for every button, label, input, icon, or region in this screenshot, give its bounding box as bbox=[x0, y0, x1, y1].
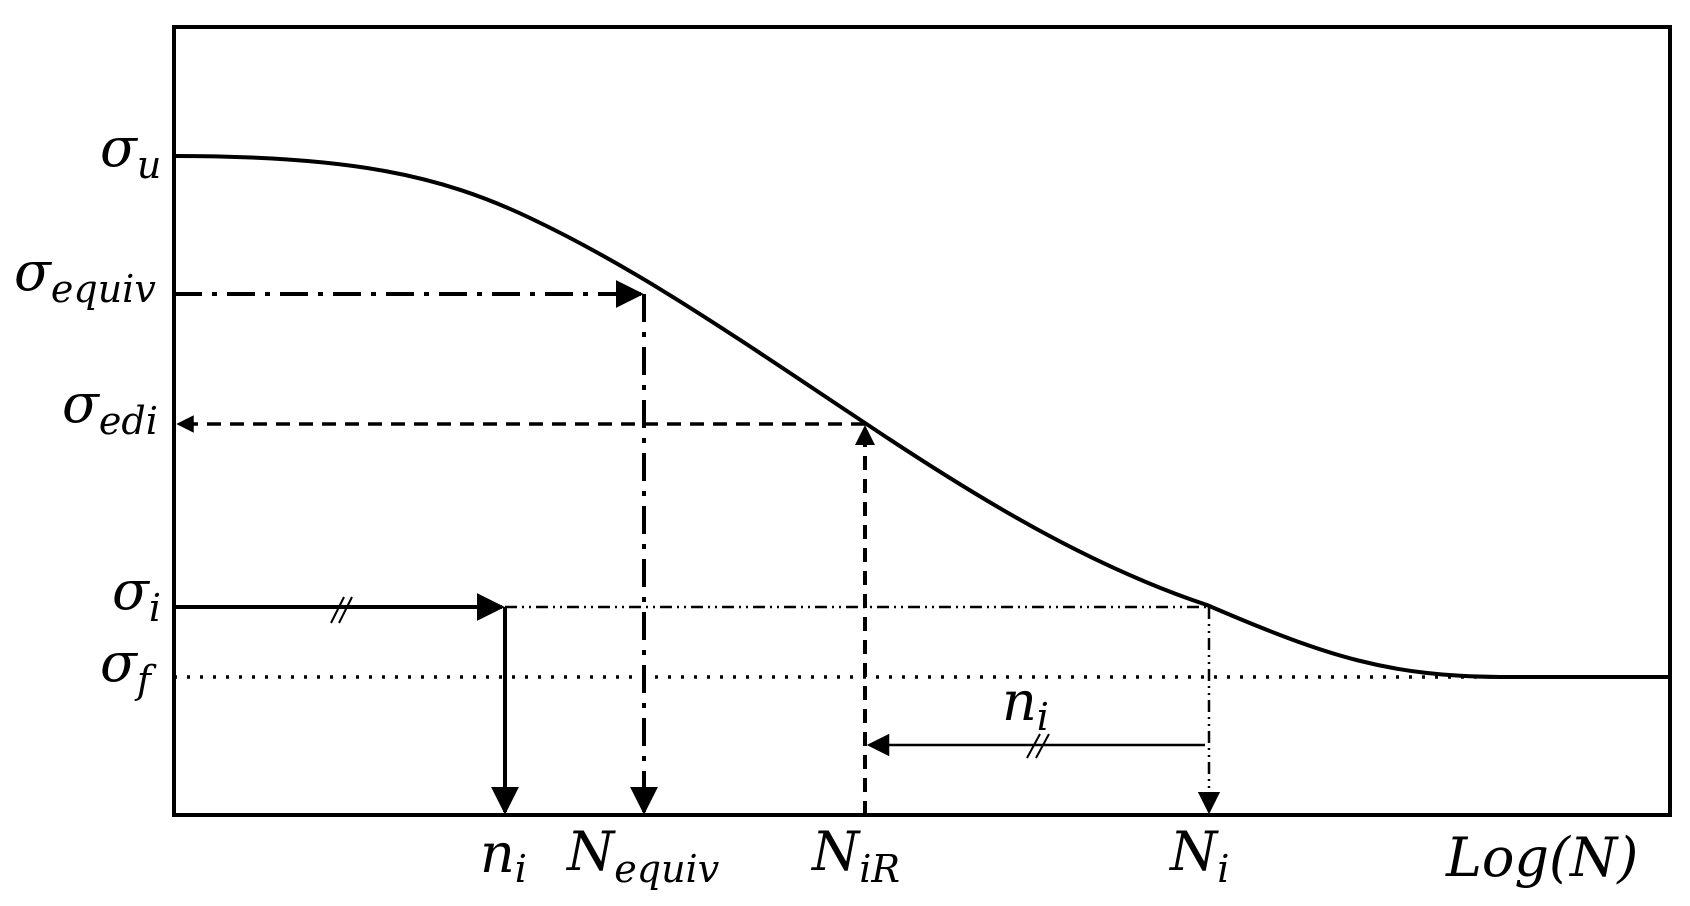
label-sigma-i: σi bbox=[112, 559, 161, 630]
label-n-i: ni bbox=[480, 822, 527, 891]
plot-frame bbox=[172, 25, 1672, 817]
label-sigma-equiv: σequiv bbox=[14, 240, 156, 311]
label-n-equiv: Nequiv bbox=[565, 820, 720, 891]
label-big-n-i: Ni bbox=[1168, 820, 1229, 891]
label-sigma-edi: σedi bbox=[62, 372, 158, 443]
label-sigma-f: σf bbox=[100, 631, 157, 702]
label-sigma-u: σu bbox=[100, 116, 161, 187]
sigma-i-break-2 bbox=[338, 596, 353, 624]
sigma-i-break-1 bbox=[330, 596, 345, 624]
x-axis-label: Log(N) bbox=[1445, 826, 1638, 889]
label-n-ir: NiR bbox=[810, 820, 900, 891]
sn-curve bbox=[173, 154, 1670, 679]
span-break-1 bbox=[1026, 733, 1041, 759]
span-break-2 bbox=[1035, 733, 1050, 759]
label-n-i-span: ni bbox=[1002, 670, 1049, 739]
